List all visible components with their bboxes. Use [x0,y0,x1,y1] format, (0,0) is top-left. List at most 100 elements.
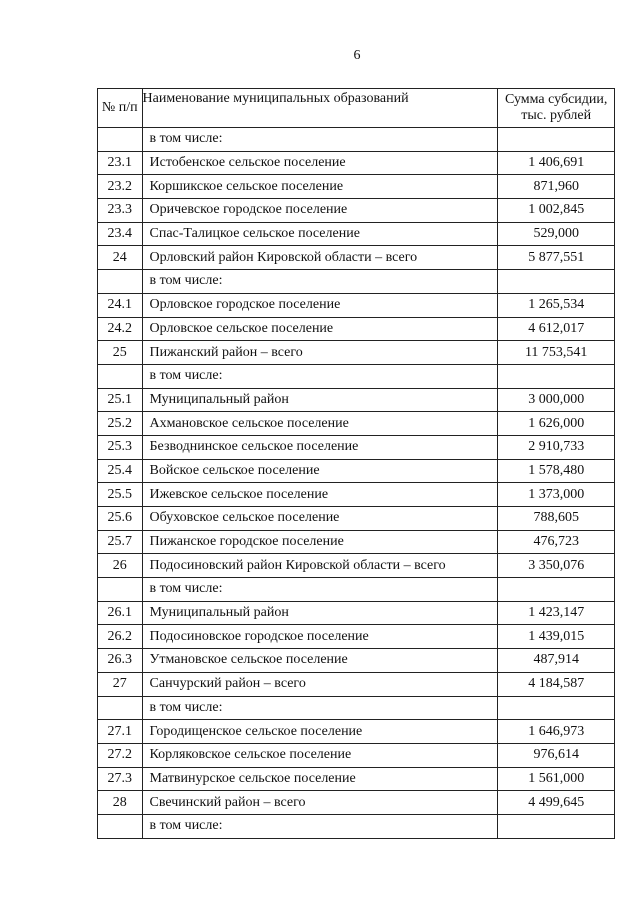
table-row: 24.2 Орловское сельское поселение 4 612,01… [97,316,615,342]
row-number: 25.5 [97,482,143,507]
row-number [97,127,143,152]
row-number [97,269,143,294]
header-name: Наименование муниципальных образований [141,88,499,128]
table-row: 26 Подосиновский район Кировской области … [97,553,615,579]
table-row: 27 Санчурский район – всего 4 184,587 [97,671,615,697]
row-number: 23.3 [97,198,143,223]
row-number: 23.2 [97,174,143,200]
row-sum: 976,614 [497,742,615,768]
row-sum: 11 753,541 [497,340,615,365]
table-row: 27.2 Корляковское сельское поселение 976,6… [97,742,615,768]
row-name: Муниципальный район [141,600,499,626]
row-sum: 1 002,845 [497,198,615,223]
table-header-row: № п/п Наименование муниципальных образов… [97,88,615,128]
row-name: в том числе: [141,695,499,721]
row-number: 25.7 [97,529,143,555]
row-name: в том числе: [141,363,499,389]
row-name: в том числе: [141,813,499,839]
row-number: 26.3 [97,648,143,673]
table-row: 25.2 Ахмановское сельское поселение 1 626,… [97,411,615,436]
row-name: Орловское сельское поселение [141,316,499,342]
row-name: Подосиновское городское поселение [141,624,499,650]
table-row: 25.5 Ижевское сельское поселение 1 373,000 [97,482,615,507]
table-row: в том числе: [97,695,615,721]
row-name: Коршикское сельское поселение [141,174,499,200]
row-name: Войское сельское поселение [141,458,499,484]
table-row: 27.3 Матвинурское сельское поселение 1 561… [97,766,615,792]
row-number: 26.2 [97,624,143,650]
page-number: 6 [353,48,361,63]
row-sum [497,127,615,152]
row-sum [497,269,615,294]
row-name: Орловское городское поселение [141,292,499,318]
row-name: Ахмановское сельское поселение [141,411,499,436]
row-number: 27.3 [97,766,143,792]
table-row: 25.6 Обуховское сельское поселение 788,605 [97,506,615,531]
row-name: Городищенское сельское поселение [141,719,499,744]
table-row: в том числе: [97,269,615,294]
subsidy-table: № п/п Наименование муниципальных образов… [97,88,615,839]
table-row: 25.1 Муниципальный район 3 000,000 [97,387,615,413]
table-row: 25 Пижанский район – всего 11 753,541 [97,340,615,365]
row-sum: 788,605 [497,506,615,531]
row-sum: 1 439,015 [497,624,615,650]
row-number: 25.3 [97,434,143,460]
row-number: 25.4 [97,458,143,484]
row-sum [497,577,615,602]
row-name: в том числе: [141,127,499,152]
row-sum: 1 423,147 [497,600,615,626]
table-row: 28 Свечинский район – всего 4 499,645 [97,790,615,815]
row-sum: 4 499,645 [497,790,615,815]
table-row: 23.3 Оричевское городское поселение 1 002,… [97,198,615,223]
row-name: Корляковское сельское поселение [141,742,499,768]
row-name: в том числе: [141,269,499,294]
table-row: 24 Орловский район Кировской области – вс… [97,245,615,271]
header-sum: Сумма субсидии, тыс. рублей [497,88,615,128]
row-name: Орловский район Кировской области – всег… [141,245,499,271]
row-sum: 2 910,733 [497,434,615,460]
row-number: 23.1 [97,150,143,176]
table-row: 25.3 Безводнинское сельское поселение 2 91… [97,434,615,460]
row-number: 27.2 [97,742,143,768]
row-name: Муниципальный район [141,387,499,413]
table-row: 23.2 Коршикское сельское поселение 871,960 [97,174,615,200]
row-sum [497,813,615,839]
row-number: 23.4 [97,221,143,247]
row-number [97,363,143,389]
table-row: в том числе: [97,813,615,839]
row-number: 26.1 [97,600,143,626]
row-number: 25.6 [97,506,143,531]
table-row: 23.4 Спас-Талицкое сельское поселение 529,… [97,221,615,247]
row-number: 28 [97,790,143,815]
table-row: 26.1 Муниципальный район 1 423,147 [97,600,615,626]
row-number: 24 [97,245,143,271]
row-name: Обуховское сельское поселение [141,506,499,531]
row-number: 25.2 [97,411,143,436]
row-sum [497,695,615,721]
row-number: 24.2 [97,316,143,342]
row-sum: 3 000,000 [497,387,615,413]
row-name: Санчурский район – всего [141,671,499,697]
table-row: в том числе: [97,363,615,389]
row-name: Подосиновский район Кировской области – … [141,553,499,579]
row-name: Ижевское сельское поселение [141,482,499,507]
row-sum: 1 406,691 [497,150,615,176]
row-name: Матвинурское сельское поселение [141,766,499,792]
table-row: 23.1 Истобенское сельское поселение 1 406,… [97,150,615,176]
table-row: в том числе: [97,577,615,602]
row-name: Спас-Талицкое сельское поселение [141,221,499,247]
row-name: в том числе: [141,577,499,602]
header-num: № п/п [97,88,143,128]
row-sum: 1 373,000 [497,482,615,507]
table-row: 24.1 Орловское городское поселение 1 265,5… [97,292,615,318]
row-number: 25.1 [97,387,143,413]
table-row: 25.4 Войское сельское поселение 1 578,480 [97,458,615,484]
row-sum: 5 877,551 [497,245,615,271]
row-sum: 487,914 [497,648,615,673]
row-sum [497,363,615,389]
row-sum: 476,723 [497,529,615,555]
row-sum: 871,960 [497,174,615,200]
row-sum: 1 265,534 [497,292,615,318]
row-name: Безводнинское сельское поселение [141,434,499,460]
table-row: 25.7 Пижанское городское поселение 476,723 [97,529,615,555]
